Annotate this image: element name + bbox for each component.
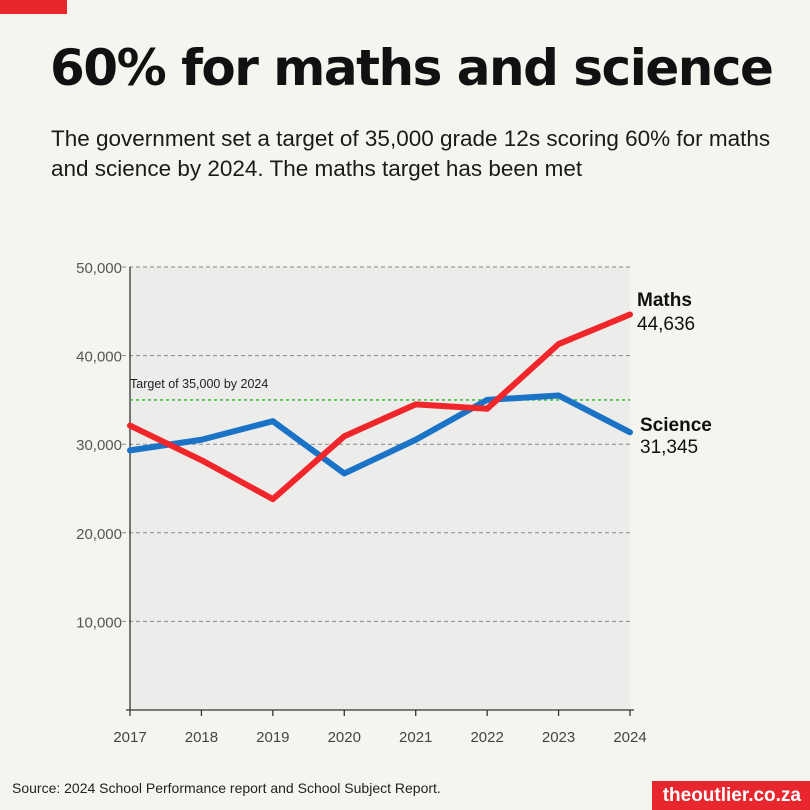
data-point-maths xyxy=(485,407,489,411)
y-tick-label: 10,000 xyxy=(76,614,122,631)
x-tick-label: 2024 xyxy=(613,729,646,746)
series-name-science: Science xyxy=(640,415,712,436)
x-tick-label: 2020 xyxy=(328,729,361,746)
y-tick-label: 20,000 xyxy=(76,526,122,543)
data-point-maths xyxy=(557,342,561,346)
plot-area xyxy=(130,267,630,710)
data-point-maths xyxy=(628,313,632,317)
brand-badge[interactable]: theoutlier.co.za xyxy=(651,781,810,810)
series-line-science xyxy=(127,392,633,477)
page-title: 60% for maths and science xyxy=(50,39,774,97)
data-point-maths xyxy=(342,434,346,438)
x-tick-label: 2018 xyxy=(185,729,218,746)
data-point-science xyxy=(485,398,489,402)
x-tick-label: 2021 xyxy=(399,729,432,746)
series-line-maths xyxy=(127,311,633,503)
target-label: Target of 35,000 by 2024 xyxy=(130,377,268,391)
data-point-science xyxy=(342,471,346,475)
source-note: Source: 2024 School Performance report a… xyxy=(12,780,441,796)
page-subtitle: The government set a target of 35,000 gr… xyxy=(51,126,771,181)
data-point-science xyxy=(199,438,203,442)
data-point-science xyxy=(128,448,132,452)
data-point-science xyxy=(628,430,632,434)
data-point-maths xyxy=(128,424,132,428)
data-point-maths xyxy=(271,497,275,501)
y-tick-label: 40,000 xyxy=(76,349,122,366)
series-end-value-maths: 44,636 xyxy=(637,314,695,335)
accent-bar xyxy=(0,0,67,14)
x-tick-label: 2023 xyxy=(542,729,575,746)
data-point-science xyxy=(414,438,418,442)
y-tick-label: 30,000 xyxy=(76,437,122,454)
x-tick-label: 2017 xyxy=(113,729,146,746)
series-end-value-science: 31,345 xyxy=(640,437,698,458)
data-point-maths xyxy=(414,402,418,406)
data-point-maths xyxy=(199,458,203,462)
y-tick-label: 50,000 xyxy=(76,260,122,277)
data-point-science xyxy=(271,419,275,423)
x-tick-label: 2019 xyxy=(256,729,289,746)
data-point-science xyxy=(557,393,561,397)
series-name-maths: Maths xyxy=(637,290,692,311)
x-tick-label: 2022 xyxy=(470,729,503,746)
